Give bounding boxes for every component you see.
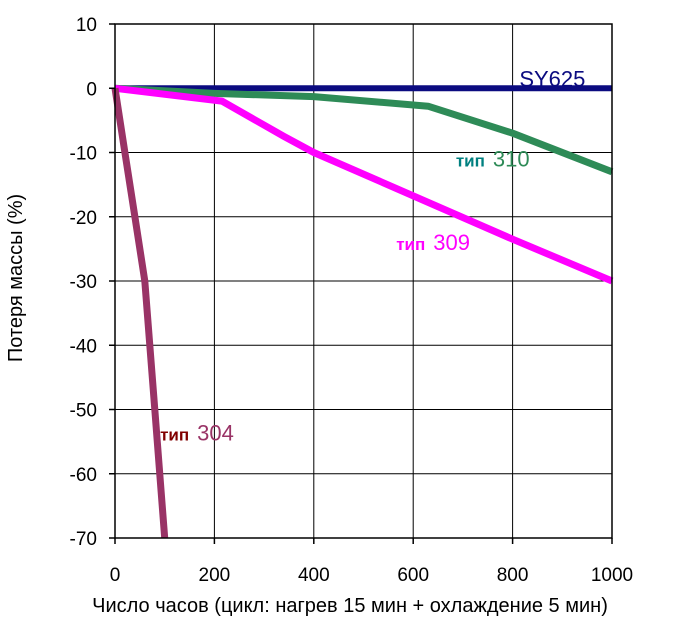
series-label-3: тип 304 [160, 420, 234, 445]
y-tick-label: -50 [70, 401, 97, 422]
y-tick-label: 0 [86, 79, 97, 100]
series-label-1: тип 310 [456, 147, 530, 172]
series-line-1 [114, 84, 614, 176]
y-tick-label: -60 [70, 465, 97, 486]
x-tick-label: 1000 [591, 565, 633, 586]
series-label-part: 310 [493, 147, 530, 172]
y-tick-label: 10 [76, 15, 97, 36]
series-label-2: тип 309 [396, 230, 470, 255]
series-label-part: 309 [433, 230, 470, 255]
series-label-part: тип [456, 152, 485, 171]
y-tick-label: -20 [70, 208, 97, 229]
y-tick-label: -40 [70, 336, 97, 357]
y-axis-label: Потеря массы (%) [5, 194, 27, 362]
y-tick-label: -10 [70, 144, 97, 165]
series-label-0: SY625 [519, 66, 585, 91]
series-lines [111, 84, 614, 539]
series-label-part: SY625 [519, 66, 585, 91]
series-line-3 [111, 87, 169, 539]
series-labels: SY625 тип 310 тип 309 тип 304 [160, 66, 585, 445]
axes: 0 200 400 600 800 1000 10 0 -10 -20 -30 -40 -50 -60 -7… [70, 15, 634, 586]
x-tick-label: 600 [397, 565, 429, 586]
series-line-2 [114, 84, 614, 285]
x-tick-label: 200 [199, 565, 231, 586]
series-label-part: тип [160, 425, 189, 444]
x-tick-label: 0 [110, 565, 121, 586]
x-axis-label: Число часов (цикл: нагрев 15 мин + охлаж… [92, 595, 608, 617]
y-tick-label: -70 [70, 529, 97, 550]
y-tick-label: -30 [70, 272, 97, 293]
series-label-part: 304 [197, 420, 234, 445]
x-tick-label: 400 [298, 565, 330, 586]
x-tick-label: 800 [497, 565, 529, 586]
series-label-part: тип [396, 235, 425, 254]
